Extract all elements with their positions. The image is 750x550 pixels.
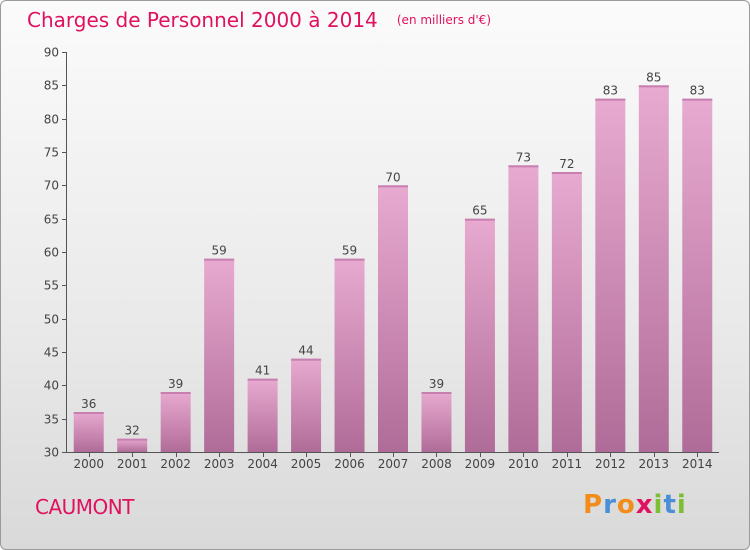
- bar: [464, 218, 495, 452]
- bar-value-label: 32: [125, 424, 140, 438]
- logo-letter: t: [663, 490, 677, 520]
- bar-top-edge: [247, 378, 278, 381]
- y-tick-label: 65: [44, 213, 59, 227]
- bar-top-edge: [291, 358, 322, 361]
- bar-value-label: 73: [516, 150, 531, 164]
- bar-value-label: 39: [168, 377, 183, 391]
- logo-letter: x: [635, 490, 654, 520]
- bar-top-edge: [73, 412, 104, 414]
- chart-title-text: Charges de Personnel 2000 à 2014: [27, 8, 378, 32]
- chart-unit-label: (en milliers d'€): [396, 13, 491, 27]
- y-tick-label: 45: [44, 346, 59, 360]
- bar: [508, 165, 539, 453]
- logo-letter: i: [653, 490, 664, 520]
- bar-value-label: 41: [255, 364, 270, 378]
- bar-value-label: 59: [211, 244, 226, 258]
- x-tick-label: 2013: [639, 457, 670, 471]
- bar: [117, 438, 148, 452]
- x-tick-label: 2009: [465, 457, 496, 471]
- y-tick-label: 75: [44, 146, 59, 160]
- bar: [334, 258, 365, 452]
- bar-top-edge: [378, 185, 408, 188]
- bar-value-label: 83: [690, 84, 705, 98]
- y-tick-label: 35: [44, 413, 59, 427]
- bar-top-edge: [464, 218, 495, 221]
- x-tick-label: 2010: [508, 457, 539, 471]
- y-tick-label: 60: [44, 246, 59, 260]
- x-tick-label: 2014: [682, 457, 713, 471]
- y-tick-label: 90: [44, 46, 59, 60]
- bar: [638, 85, 669, 452]
- y-tick-label: 80: [44, 113, 59, 127]
- bar-value-label: 39: [429, 377, 444, 391]
- x-tick-label: 2001: [117, 457, 148, 471]
- logo-letter: i: [676, 490, 687, 520]
- logo-letter: P: [583, 490, 604, 520]
- bar-value-label: 72: [559, 157, 574, 171]
- bar-top-edge: [595, 98, 626, 101]
- x-axis: 2000 2001 2002 2003 2004 2005 2006 2007 2008 2009…: [62, 452, 719, 471]
- bar-top-edge: [421, 392, 452, 394]
- bar-top-edge: [551, 172, 582, 174]
- chart-title: Charges de Personnel 2000 à 2014 (en mil…: [27, 8, 491, 32]
- y-tick-label: 30: [44, 446, 59, 460]
- bar-series: 36 32 39 59 41 44 59 70 39 65 73 72 83 85 83: [73, 70, 713, 453]
- bar-value-label: 85: [646, 70, 661, 84]
- bar: [73, 412, 104, 452]
- bar: [247, 378, 278, 452]
- bar-value-label: 44: [298, 344, 313, 358]
- bar-top-edge: [508, 165, 539, 168]
- x-tick-label: 2007: [378, 457, 409, 471]
- x-tick-label: 2000: [73, 457, 104, 471]
- bar-top-edge: [117, 438, 148, 441]
- bar: [595, 98, 626, 453]
- bar-value-label: 65: [472, 204, 487, 218]
- bar: [421, 392, 452, 452]
- bar-top-edge: [160, 392, 191, 394]
- bar-value-label: 70: [385, 170, 400, 184]
- x-tick-label: 2008: [421, 457, 452, 471]
- x-tick-label: 2004: [247, 457, 278, 471]
- x-tick-label: 2012: [595, 457, 626, 471]
- logo-letter: r: [603, 490, 617, 520]
- bar-top-edge: [204, 258, 235, 261]
- bar-top-edge: [638, 85, 669, 88]
- x-tick-label: 2011: [552, 457, 583, 471]
- bar-top-edge: [682, 98, 713, 101]
- y-axis: 30 35 40 45 50 55 60 65 70 75 80 85 90: [44, 46, 67, 460]
- y-tick-label: 40: [44, 379, 59, 393]
- bar: [291, 358, 322, 452]
- bar: [204, 258, 235, 452]
- bar-value-label: 83: [603, 84, 618, 98]
- y-tick-label: 50: [44, 313, 59, 327]
- y-tick-label: 70: [44, 179, 59, 193]
- bar: [682, 98, 713, 453]
- y-tick-label: 55: [44, 279, 59, 293]
- proxiti-logo: Proxiti: [583, 490, 687, 520]
- bar: [160, 392, 191, 452]
- x-tick-label: 2006: [334, 457, 365, 471]
- x-tick-label: 2002: [160, 457, 191, 471]
- x-tick-label: 2005: [291, 457, 322, 471]
- bar-top-edge: [334, 258, 365, 261]
- bar-value-label: 59: [342, 244, 357, 258]
- logo-letter: o: [616, 490, 636, 520]
- x-tick-label: 2003: [204, 457, 235, 471]
- y-tick-label: 85: [44, 79, 59, 93]
- bar: [551, 172, 582, 452]
- bar: [378, 185, 408, 453]
- bar-value-label: 36: [81, 397, 96, 411]
- commune-name: CAUMONT: [35, 495, 134, 519]
